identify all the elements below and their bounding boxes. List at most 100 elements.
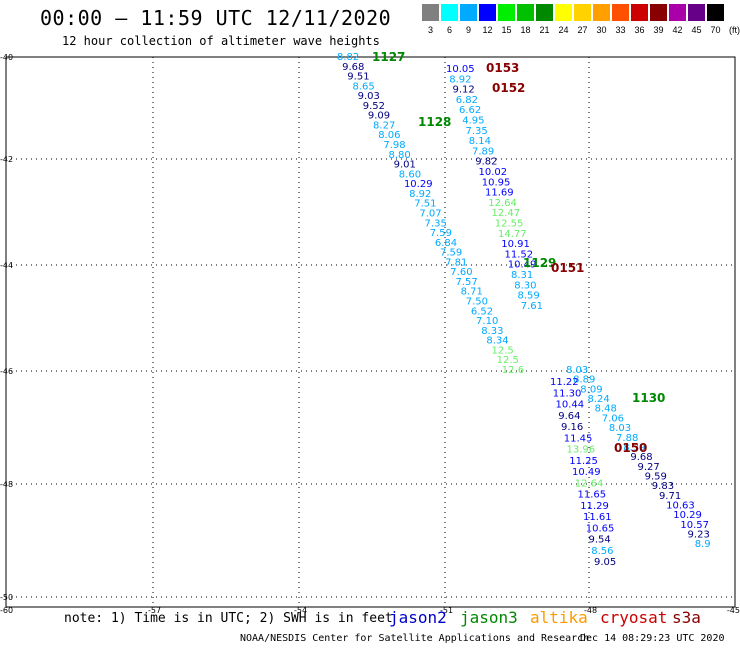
swh-value: 11.30 bbox=[553, 388, 582, 399]
scale-label: 18 bbox=[520, 25, 531, 35]
swh-value: 9.09 bbox=[368, 111, 390, 122]
scale-swatch bbox=[707, 4, 724, 21]
swh-value: 9.01 bbox=[394, 160, 416, 171]
scale-label: 27 bbox=[577, 25, 588, 35]
swh-value: 7.07 bbox=[419, 208, 441, 219]
scale-label: 21 bbox=[539, 25, 550, 35]
swh-value: 10.65 bbox=[586, 523, 615, 534]
swh-value: 12.64 bbox=[575, 478, 604, 489]
swh-value: 10.29 bbox=[673, 510, 702, 521]
swh-value: 12.5 bbox=[492, 345, 514, 356]
pass-time-label: 0150 bbox=[614, 441, 647, 455]
scale-label: 36 bbox=[634, 25, 645, 35]
scale-swatch bbox=[612, 4, 629, 21]
swh-value: 8.14 bbox=[469, 136, 491, 147]
swh-value: 7.10 bbox=[476, 316, 498, 327]
swh-value: 10.63 bbox=[666, 501, 695, 512]
axis-labels: -40 -42 -44 -46 -48 -50 -60 -57 -54 -51 -48 -45 bbox=[0, 53, 740, 615]
swh-value: 6.62 bbox=[459, 105, 481, 116]
scale-swatch bbox=[555, 4, 572, 21]
satellite-jason3: jason3 bbox=[460, 608, 518, 627]
longitude-label: -51 bbox=[440, 606, 453, 615]
swh-value: 10.05 bbox=[446, 64, 475, 75]
latitude-label: -50 bbox=[0, 593, 13, 602]
latitude-label: -40 bbox=[0, 53, 13, 62]
graticule bbox=[5, 56, 736, 607]
swh-value: 9.27 bbox=[638, 462, 660, 473]
swh-value: 8.24 bbox=[587, 394, 609, 405]
satellite-altika: altika bbox=[530, 608, 588, 627]
swh-value: 10.95 bbox=[482, 177, 511, 188]
swh-value: 9.16 bbox=[561, 422, 583, 433]
swh-value: 8.56 bbox=[591, 546, 613, 557]
swh-value: 10.29 bbox=[404, 179, 433, 190]
swh-value: 8.39 bbox=[623, 442, 645, 453]
swh-value: 8.9 bbox=[695, 539, 711, 550]
swh-value: 7.50 bbox=[466, 297, 488, 308]
swh-value: 6.52 bbox=[471, 306, 493, 317]
scale-swatch bbox=[688, 4, 705, 21]
swh-value: 7.60 bbox=[450, 267, 472, 278]
longitude-label: -48 bbox=[584, 606, 597, 615]
longitude-label: -60 bbox=[0, 606, 13, 615]
swh-value: 8.30 bbox=[514, 280, 536, 291]
swh-value: 10.49 bbox=[508, 260, 537, 271]
swh-value: 7.98 bbox=[383, 140, 405, 151]
scale-label: 3 bbox=[427, 25, 433, 35]
swh-value: 7.51 bbox=[414, 199, 436, 210]
scale-swatch bbox=[631, 4, 648, 21]
swh-value: 8.27 bbox=[373, 120, 395, 131]
scale-label: 42 bbox=[672, 25, 683, 35]
swh-value: 10.02 bbox=[479, 167, 508, 178]
scale-unit: (ft) bbox=[729, 25, 740, 35]
swh-value: 8.59 bbox=[518, 291, 540, 302]
swh-value: 9.68 bbox=[630, 452, 652, 463]
scale-label: 24 bbox=[558, 25, 569, 35]
swh-value: 7.35 bbox=[466, 126, 488, 137]
swh-value: 12.5 bbox=[497, 355, 519, 366]
latitude-label: -42 bbox=[0, 155, 13, 164]
swh-value: 9.83 bbox=[652, 481, 674, 492]
swh-value: 13.96 bbox=[567, 445, 596, 456]
pass-time-label: 1130 bbox=[632, 391, 665, 405]
swh-value: 9.05 bbox=[594, 557, 616, 568]
scale-label: 12 bbox=[482, 25, 493, 35]
swh-value: 8.03 bbox=[566, 365, 588, 376]
scale-label: 15 bbox=[501, 25, 512, 35]
swh-value: 12.55 bbox=[495, 219, 524, 230]
pass-time-label: 1127 bbox=[372, 50, 405, 64]
swh-value: 9.54 bbox=[589, 535, 611, 546]
swh-value: 11.29 bbox=[580, 501, 609, 512]
swh-value: 12.64 bbox=[488, 198, 517, 209]
pass-time-label: 0151 bbox=[551, 261, 584, 275]
swh-value: 6.84 bbox=[435, 238, 457, 249]
map-frame bbox=[5, 56, 736, 608]
scale-swatch bbox=[460, 4, 477, 21]
swh-value: 10.91 bbox=[501, 239, 530, 250]
swh-value: 12.47 bbox=[492, 208, 521, 219]
scale-swatch bbox=[536, 4, 553, 21]
swh-value: 7.61 bbox=[521, 301, 543, 312]
swh-value: 8.65 bbox=[352, 81, 374, 92]
scale-swatch bbox=[422, 4, 439, 21]
swh-value: 11.22 bbox=[550, 377, 579, 388]
swh-value: 9.12 bbox=[453, 85, 475, 96]
swh-value: 10.49 bbox=[572, 467, 601, 478]
swh-value: 8.48 bbox=[595, 404, 617, 415]
note-text: note: 1) Time is in UTC; 2) SWH is in fe… bbox=[64, 611, 393, 626]
scale-label: 70 bbox=[710, 25, 721, 35]
scale-swatch bbox=[517, 4, 534, 21]
swh-value: 8.03 bbox=[609, 423, 631, 434]
scale-label: 6 bbox=[446, 25, 452, 35]
swh-value: 7.57 bbox=[455, 277, 477, 288]
swh-value: 11.69 bbox=[485, 188, 514, 199]
swh-value: 11.61 bbox=[583, 512, 612, 523]
swh-observations: 8.829.689.518.659.039.529.098.278.067.98… bbox=[337, 50, 711, 568]
swh-value: 7.89 bbox=[472, 146, 494, 157]
swh-value: 9.71 bbox=[659, 491, 681, 502]
swh-value: 9.23 bbox=[688, 530, 710, 541]
swh-value: 4.95 bbox=[462, 116, 484, 127]
latitude-label: -44 bbox=[0, 261, 13, 270]
swh-value: 8.34 bbox=[486, 336, 508, 347]
